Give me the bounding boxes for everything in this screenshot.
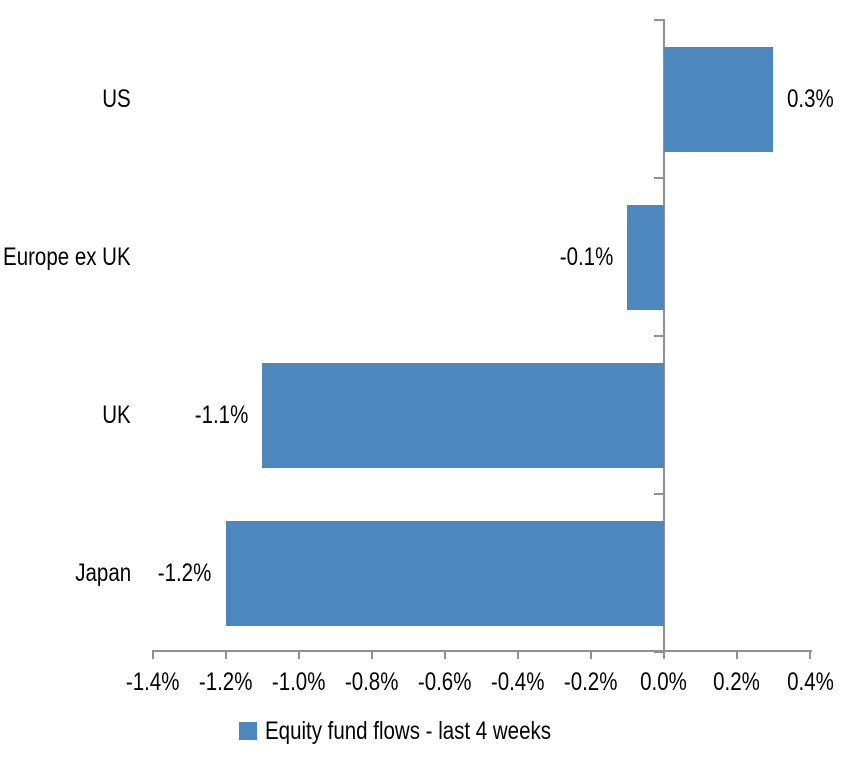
label-text: -0.2% (564, 668, 618, 696)
category-label: Japan (63, 558, 131, 588)
category-boundary-tick (653, 335, 664, 337)
label-text: 0.4% (786, 668, 834, 696)
label-text: -1.1% (194, 401, 249, 429)
category-boundary-tick (653, 177, 664, 179)
category-boundary-tick (653, 493, 664, 495)
x-tick (735, 651, 738, 659)
legend-swatch-icon (238, 722, 257, 740)
label-text: -0.8% (344, 668, 399, 696)
bar-value-label: 0.3% (787, 84, 844, 114)
label-text: UK (102, 401, 131, 429)
x-tick (662, 651, 665, 659)
label-text: 0.3% (787, 85, 835, 113)
label-text: -1.4% (125, 668, 180, 696)
x-tick (370, 651, 373, 659)
label-text: Japan (75, 559, 131, 587)
label-text: 0.0% (640, 668, 688, 696)
value-axis-line (151, 650, 812, 652)
x-tick (589, 651, 592, 659)
x-tick (151, 651, 154, 659)
category-boundary-tick (653, 19, 664, 21)
label-text: -1.2% (158, 559, 212, 587)
label-text: 0.2% (713, 668, 761, 696)
bar (262, 362, 664, 468)
x-tick-label: -0.4% (473, 667, 563, 697)
label-text: -0.1% (559, 243, 614, 271)
label-text: -0.4% (490, 668, 545, 696)
category-boundary-tick (653, 651, 664, 653)
x-tick-label: -1.4% (108, 667, 198, 697)
x-tick-label: 0.0% (619, 667, 709, 697)
label-text: -0.6% (417, 668, 472, 696)
category-label: UK (96, 400, 131, 430)
x-tick (809, 651, 811, 659)
x-tick-label: 0.4% (765, 667, 852, 697)
x-tick (297, 651, 300, 659)
bar (225, 520, 664, 626)
x-tick-label: -1.2% (181, 667, 271, 697)
x-tick-label: -0.2% (546, 667, 636, 697)
label-text: -1.2% (198, 668, 253, 696)
x-tick-label: -0.8% (327, 667, 417, 697)
label-text: -1.0% (271, 668, 326, 696)
bar-value-label: -1.1% (183, 400, 249, 430)
label-text: Europe ex UK (3, 243, 131, 271)
category-axis-line (663, 19, 665, 652)
bar-value-label: -0.1% (548, 242, 614, 272)
bar (627, 204, 664, 310)
x-tick-label: 0.2% (692, 667, 782, 697)
x-tick (224, 651, 227, 659)
category-label: US (96, 84, 131, 114)
bar (663, 46, 774, 152)
x-tick-label: -1.0% (254, 667, 344, 697)
x-tick (516, 651, 519, 659)
label-text: US (102, 85, 131, 113)
x-tick-label: -0.6% (400, 667, 490, 697)
legend: Equity fund flows - last 4 weeks (0, 713, 852, 749)
category-label: Europe ex UK (0, 242, 131, 272)
bar-value-label: -1.2% (146, 558, 212, 588)
x-tick (443, 651, 446, 659)
legend-label: Equity fund flows - last 4 weeks (264, 716, 551, 745)
